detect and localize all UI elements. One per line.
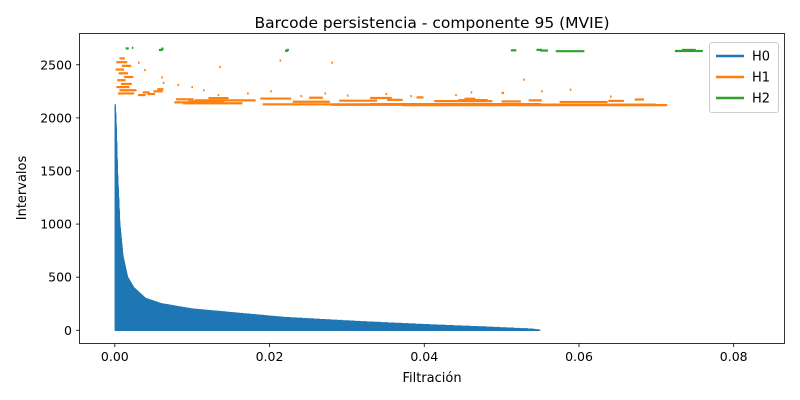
y-tick-label: 1000: [40, 217, 72, 232]
legend-label-h2: H2: [752, 92, 770, 107]
series-h2: [125, 46, 703, 53]
chart-title: Barcode persistencia - componente 95 (MV…: [254, 14, 609, 32]
x-tick-label: 0.06: [565, 349, 593, 364]
bars-layer: [114, 46, 703, 332]
legend-label-h0: H0: [752, 50, 770, 65]
x-tick-label: 0.02: [256, 349, 284, 364]
y-axis-title: Intervalos: [15, 156, 30, 221]
plot-frame: [79, 33, 785, 344]
x-axis: 0.00 0.02 0.04 0.06 0.08: [101, 343, 748, 364]
x-axis-title: Filtración: [402, 371, 461, 386]
y-axis: 0 500 1000 1500 2000 2500: [40, 57, 80, 338]
series-h0: [114, 103, 541, 332]
y-tick-label: 1500: [40, 163, 72, 178]
y-tick-label: 0: [64, 323, 72, 338]
series-h1: [115, 57, 668, 107]
y-tick-label: 500: [48, 270, 72, 285]
x-tick-label: 0.00: [101, 349, 129, 364]
x-tick-label: 0.04: [410, 349, 438, 364]
legend: H0 H1 H2: [709, 42, 779, 113]
x-tick-label: 0.08: [720, 349, 748, 364]
y-tick-label: 2000: [40, 110, 72, 125]
y-tick-label: 2500: [40, 57, 72, 72]
legend-label-h1: H1: [752, 71, 770, 86]
